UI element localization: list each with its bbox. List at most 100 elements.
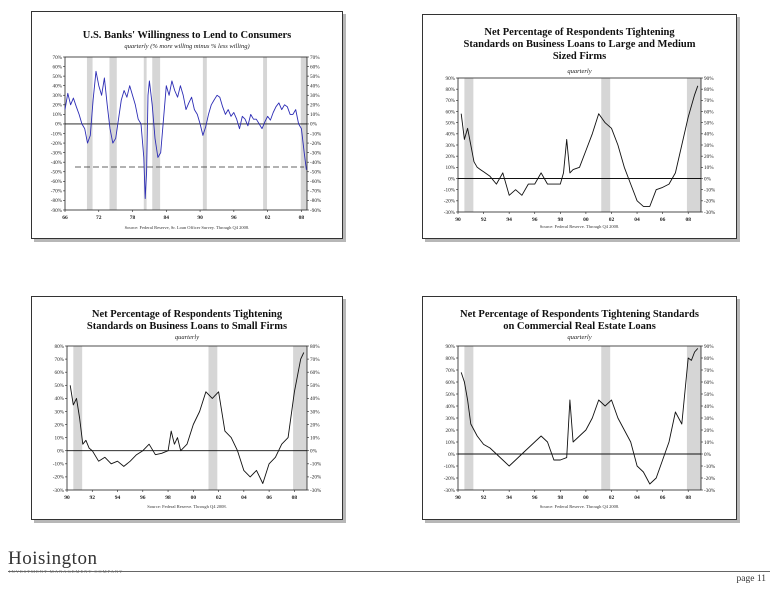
recession-band — [601, 346, 611, 490]
y-tick-label-right: 50% — [310, 74, 320, 80]
y-tick-label-right: 20% — [310, 422, 320, 428]
y-tick-label-right: 30% — [310, 93, 320, 99]
x-tick-label: 06 — [660, 217, 666, 223]
plot-frame — [457, 77, 702, 213]
y-tick-label-left: 10% — [54, 435, 64, 441]
y-tick-label-left: 50% — [54, 383, 64, 389]
x-tick-label: 96 — [140, 495, 146, 501]
y-tick-label-right: 80% — [704, 87, 714, 93]
y-tick-label-left: 10% — [445, 165, 455, 171]
y-tick-label-right: 70% — [310, 357, 320, 363]
x-tick-label: 78 — [130, 215, 136, 221]
y-tick-label-right: -10% — [310, 462, 322, 468]
y-tick-label-right: 90% — [704, 344, 714, 350]
y-tick-label-right: 0% — [310, 449, 318, 455]
chart-panel-commercial-real-estate: Net Percentage of Respondents Tightening… — [422, 296, 737, 520]
y-tick-label-right: 30% — [704, 416, 714, 422]
x-tick-label: 00 — [583, 217, 589, 223]
x-tick-label: 02 — [216, 495, 222, 501]
y-tick-label-left: 0% — [57, 449, 65, 455]
y-tick-label-left: 80% — [445, 87, 455, 93]
y-tick-label-left: -10% — [53, 462, 65, 468]
x-tick-label: 92 — [481, 495, 487, 501]
x-tick-label: 98 — [165, 495, 171, 501]
series-line — [69, 352, 305, 484]
chart-subtitle: quarterly — [567, 334, 592, 341]
y-tick-label-right: 30% — [310, 409, 320, 415]
y-tick-label-right: -60% — [310, 179, 322, 185]
y-tick-label-left: -10% — [51, 131, 63, 137]
chart-source: Source: Federal Reserve. Through Q4 2008… — [539, 224, 620, 229]
y-tick-label-right: -20% — [310, 141, 322, 147]
y-tick-label-right: -20% — [310, 475, 322, 481]
y-tick-label-right: -10% — [704, 187, 716, 193]
y-tick-label-right: -20% — [704, 199, 716, 205]
plot-frame — [66, 345, 308, 491]
x-tick-label: 00 — [583, 495, 589, 501]
y-tick-label-right: 40% — [310, 83, 320, 89]
y-tick-label-left: 10% — [445, 440, 455, 446]
y-tick-label-right: -50% — [310, 170, 322, 176]
x-tick-label: 02 — [609, 217, 615, 223]
y-tick-label-left: -90% — [51, 208, 63, 214]
y-tick-label-right: -30% — [310, 150, 322, 156]
footer-divider — [8, 571, 770, 572]
y-tick-label-right: -10% — [704, 464, 716, 470]
y-tick-label-left: -70% — [51, 189, 63, 195]
x-tick-label: 94 — [506, 217, 512, 223]
y-tick-label-right: -30% — [704, 210, 716, 216]
y-tick-label-right: 30% — [704, 143, 714, 149]
y-tick-label-right: -10% — [310, 131, 322, 137]
x-tick-label: 98 — [558, 217, 564, 223]
y-tick-label-left: -10% — [444, 187, 456, 193]
chart-plot: 80% 80% 70% 70% 60% 60% 50% 50% 40% 40% 30% 30% 20% 2… — [53, 344, 322, 501]
chart-source: Source: Federal Reserve, Sr. Loan Office… — [124, 225, 250, 230]
y-tick-label-right: 40% — [704, 404, 714, 410]
y-tick-label-right: 50% — [310, 383, 320, 389]
series-line — [64, 70, 307, 199]
y-tick-label-left: 50% — [445, 120, 455, 126]
y-tick-label-right: 10% — [704, 440, 714, 446]
recession-band — [293, 346, 307, 490]
x-tick-label: 84 — [164, 215, 170, 221]
chart-source: Source: Federal Reserve. Through Q4 2008… — [539, 504, 620, 509]
y-tick-label-right: 0% — [310, 122, 318, 128]
recession-band — [152, 57, 161, 210]
plot-frame — [457, 345, 702, 491]
chart-title: U.S. Banks' Willingness to Lend to Consu… — [82, 30, 292, 41]
y-tick-label-left: 90% — [445, 344, 455, 350]
recession-band — [686, 346, 701, 490]
y-tick-label-right: 10% — [310, 112, 320, 118]
chart-plot: 90% 90% 80% 80% 70% 70% 60% 60% 50% 50% 40% 40% 30% 3… — [444, 76, 716, 223]
y-tick-label-left: -20% — [444, 199, 456, 205]
y-tick-label-left: 50% — [52, 74, 62, 80]
page-number: page 11 — [736, 574, 766, 584]
plot-frame — [64, 56, 308, 211]
y-tick-label-left: -30% — [444, 210, 456, 216]
x-tick-label: 96 — [532, 217, 538, 223]
recession-band — [86, 57, 93, 210]
x-tick-label: 04 — [634, 217, 640, 223]
y-tick-label-left: -40% — [51, 160, 63, 166]
y-tick-label-left: -20% — [444, 476, 456, 482]
y-tick-label-right: 70% — [704, 98, 714, 104]
chart-panel-small-firms: Net Percentage of Respondents Tightening… — [31, 296, 343, 520]
recession-band — [300, 57, 307, 210]
x-tick-label: 06 — [266, 495, 272, 501]
x-tick-label: 98 — [558, 495, 564, 501]
y-tick-label-right: 70% — [704, 368, 714, 374]
y-tick-label-right: -30% — [704, 488, 716, 494]
y-tick-label-left: 60% — [445, 109, 455, 115]
y-tick-label-right: 0% — [704, 452, 712, 458]
y-tick-label-left: -10% — [444, 464, 456, 470]
recession-band — [263, 57, 268, 210]
y-tick-label-left: 60% — [445, 380, 455, 386]
recession-band — [464, 346, 474, 490]
x-tick-label: 92 — [481, 217, 487, 223]
recession-band — [464, 78, 474, 212]
company-logo: Hoisington — [8, 548, 98, 569]
x-tick-label: 08 — [685, 217, 691, 223]
series-line — [460, 85, 699, 207]
y-tick-label-left: 70% — [54, 357, 64, 363]
y-tick-label-left: 30% — [52, 93, 62, 99]
